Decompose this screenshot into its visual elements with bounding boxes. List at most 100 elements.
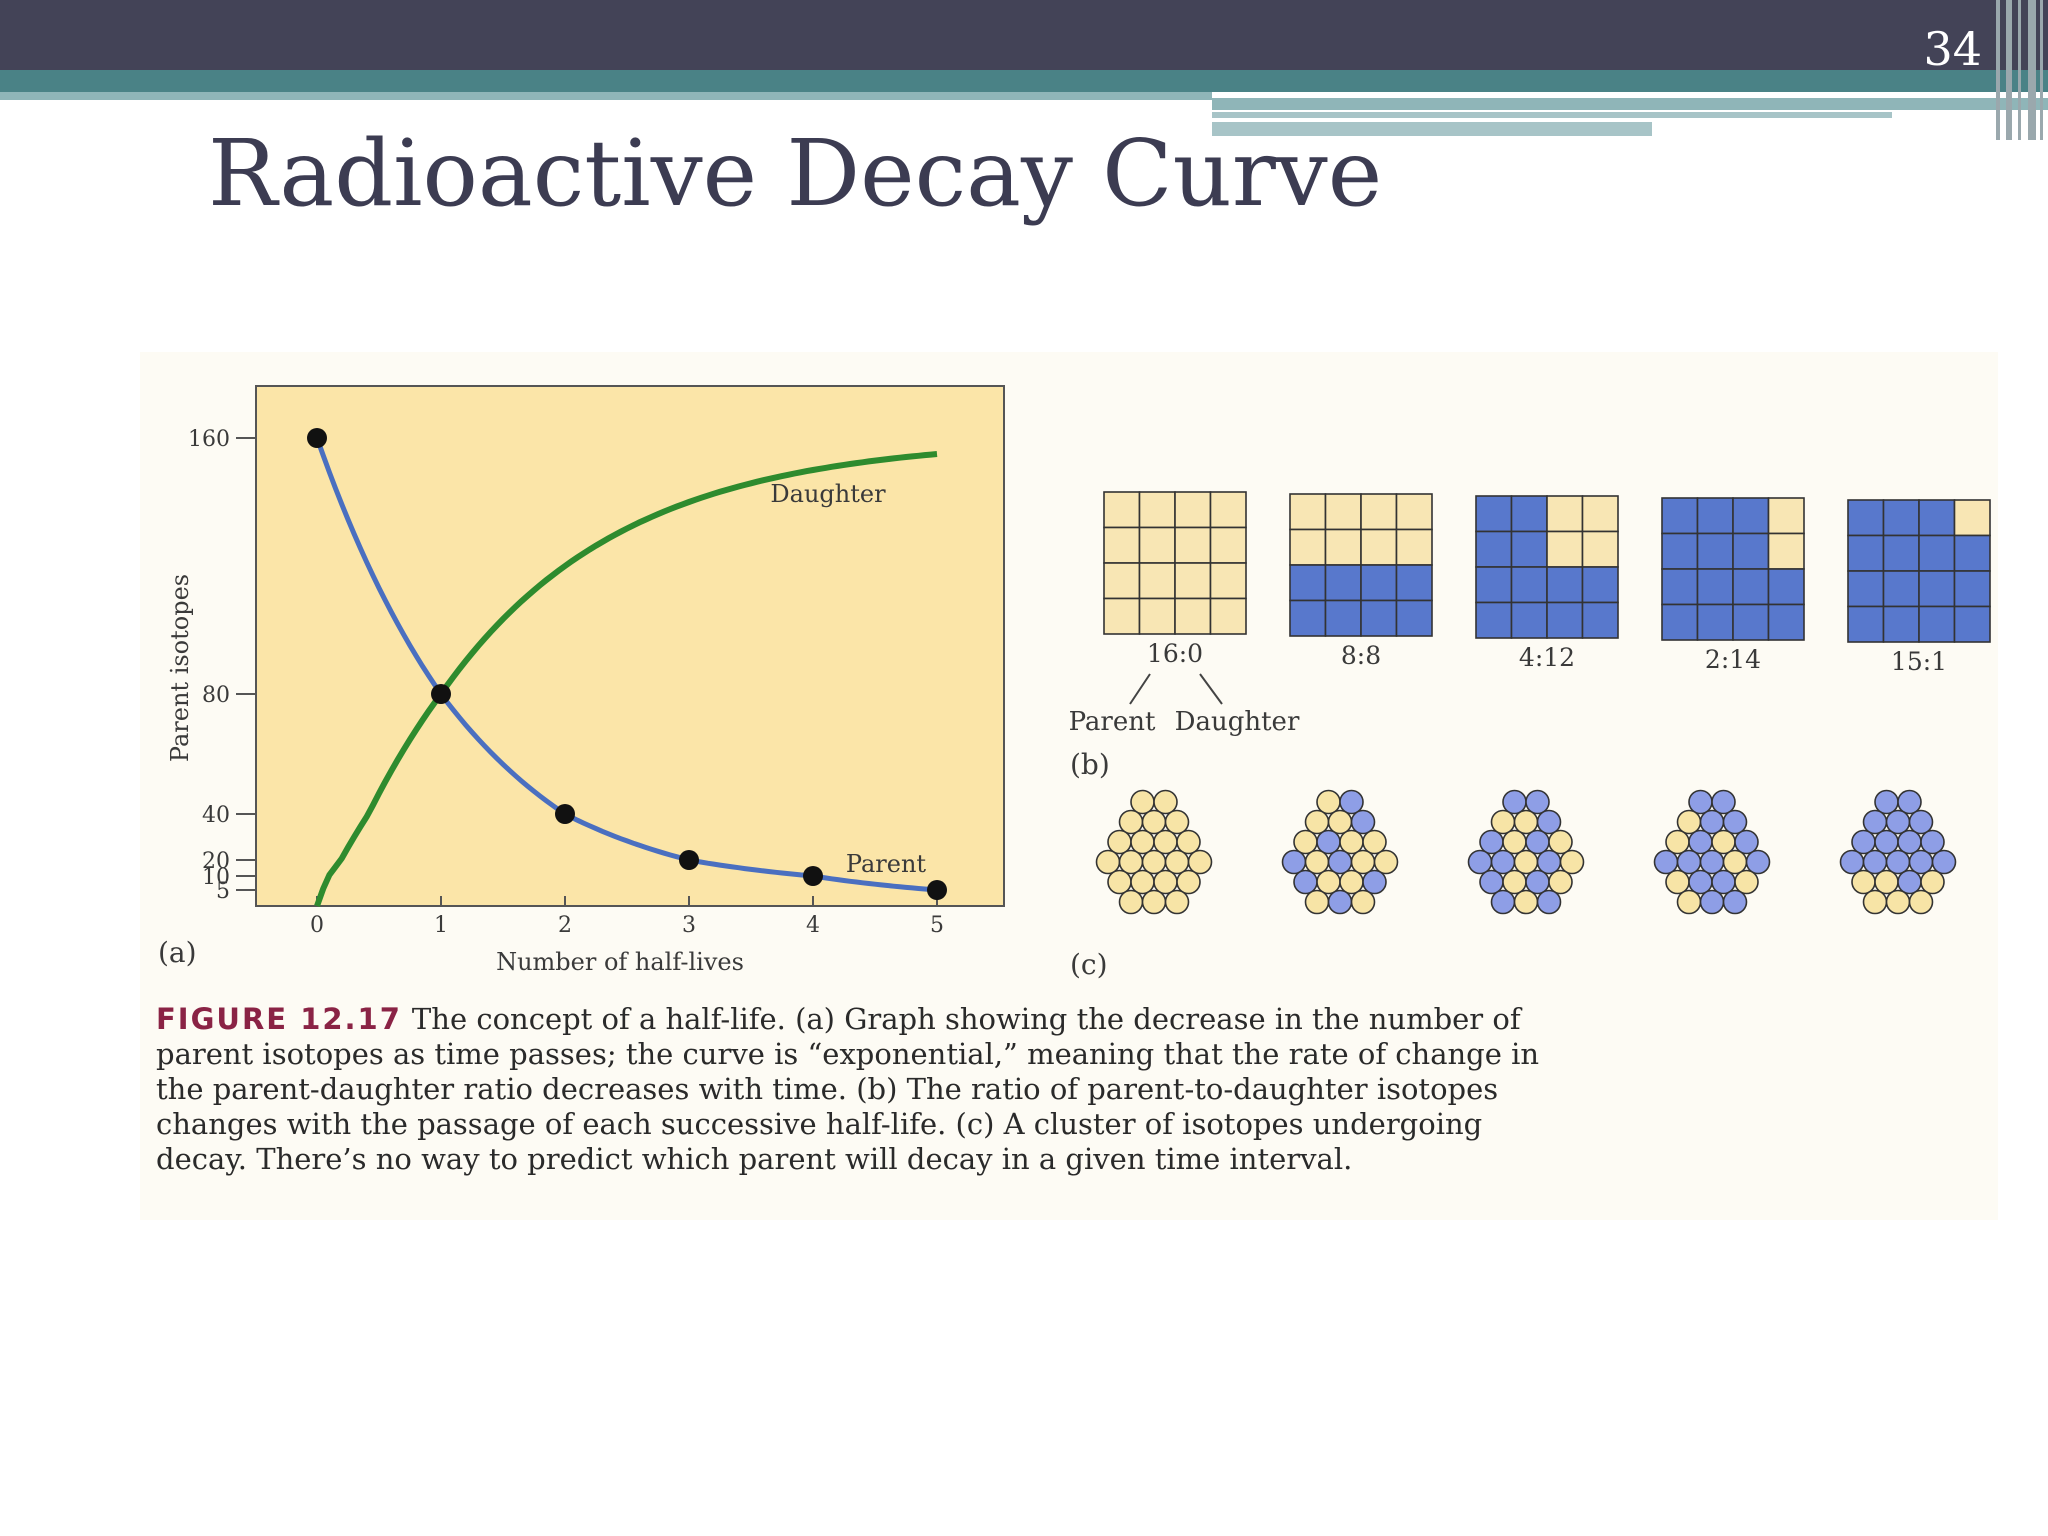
y-tick-label: 5 xyxy=(216,879,230,904)
daughter-atom xyxy=(1327,889,1353,915)
daughter-cell xyxy=(1475,495,1513,533)
daughter-atom xyxy=(1653,849,1679,875)
parent-series-label: Parent xyxy=(846,850,927,878)
daughter-cell xyxy=(1510,566,1548,604)
daughter-atom xyxy=(1699,889,1725,915)
parent-cell xyxy=(1138,562,1176,600)
parent-cell xyxy=(1289,528,1327,566)
daughter-cell xyxy=(1475,566,1513,604)
parent-cell xyxy=(1395,528,1433,566)
parent-atom xyxy=(1676,809,1702,835)
parent-atom xyxy=(1339,829,1364,855)
y-tick-label: 80 xyxy=(202,683,230,708)
daughter-cell xyxy=(1918,499,1956,537)
parent-atom xyxy=(1304,809,1330,835)
parent-atom xyxy=(1734,869,1759,895)
parent-atom xyxy=(1130,829,1155,855)
daughter-atom xyxy=(1536,849,1562,875)
daughter-legend-label: Daughter xyxy=(1175,707,1300,737)
parent-atom xyxy=(1851,869,1876,895)
slide-title: Radioactive Decay Curve xyxy=(208,120,1383,227)
daughter-cell xyxy=(1360,599,1398,637)
daughter-atom xyxy=(1874,789,1899,815)
daughter-atom xyxy=(1688,829,1713,855)
parent-atom xyxy=(1665,829,1690,855)
parent-atom xyxy=(1339,869,1364,895)
parent-cell xyxy=(1174,526,1212,564)
daughter-atom xyxy=(1874,829,1899,855)
parent-atom xyxy=(1187,849,1213,875)
x-axis-label: Number of half-lives xyxy=(496,948,744,976)
daughter-cell xyxy=(1732,568,1770,606)
daughter-atom xyxy=(1722,889,1748,915)
parent-atom xyxy=(1118,889,1144,915)
decorative-stripes xyxy=(1988,0,2048,140)
daughter-cell xyxy=(1581,601,1619,639)
isotope-cluster xyxy=(1095,789,1213,915)
daughter-atom xyxy=(1885,849,1911,875)
parent-atom xyxy=(1350,849,1376,875)
daughter-atom xyxy=(1350,809,1376,835)
parent-atom xyxy=(1548,869,1573,895)
parent-atom xyxy=(1176,869,1201,895)
daughter-atom xyxy=(1920,829,1945,855)
daughter-cell xyxy=(1767,568,1805,606)
parent-atom xyxy=(1107,869,1132,895)
parent-data-point xyxy=(431,684,451,704)
parent-cell xyxy=(1360,528,1398,566)
daughter-atom xyxy=(1908,809,1934,835)
daughter-cell xyxy=(1581,566,1619,604)
parent-cell xyxy=(1767,497,1805,535)
daughter-cell xyxy=(1918,534,1956,572)
daughter-cell xyxy=(1732,532,1770,570)
parent-data-point xyxy=(803,866,823,886)
parent-cell xyxy=(1174,597,1212,635)
daughter-atom xyxy=(1897,789,1922,815)
daughter-cell xyxy=(1953,570,1991,608)
daughter-atom xyxy=(1722,809,1748,835)
ratio-grid: 2:14 xyxy=(1661,497,1805,674)
parent-atom xyxy=(1502,829,1527,855)
parent-cell xyxy=(1324,528,1362,566)
parent-cell xyxy=(1103,597,1141,635)
daughter-atom xyxy=(1327,849,1353,875)
parent-atom xyxy=(1722,849,1748,875)
panel-b-label: (b) xyxy=(1070,748,1110,781)
daughter-cell xyxy=(1395,599,1433,637)
x-axis-ticks: 0 1 2 3 4 5 xyxy=(310,896,944,938)
daughter-atom xyxy=(1293,869,1318,895)
parent-atom xyxy=(1862,889,1888,915)
daughter-atom xyxy=(1711,789,1736,815)
daughter-cell xyxy=(1918,570,1956,608)
daughter-atom xyxy=(1479,829,1504,855)
parent-cell xyxy=(1209,526,1247,564)
parent-atom xyxy=(1362,829,1387,855)
daughter-cell xyxy=(1696,568,1734,606)
daughter-cell xyxy=(1324,599,1362,637)
daughter-cell xyxy=(1696,603,1734,641)
parent-cell xyxy=(1395,493,1433,531)
daughter-atom xyxy=(1676,849,1702,875)
accent-band-light xyxy=(0,92,1212,100)
daughter-cell xyxy=(1882,534,1920,572)
parent-atom xyxy=(1373,849,1399,875)
isotope-cluster xyxy=(1281,789,1399,915)
daughter-atom xyxy=(1688,869,1713,895)
parent-data-point xyxy=(555,804,575,824)
parent-atom xyxy=(1130,789,1155,815)
parent-atom xyxy=(1316,789,1341,815)
parent-cell xyxy=(1209,491,1247,529)
ratio-label: 4:12 xyxy=(1519,643,1575,672)
parent-data-point xyxy=(927,880,947,900)
daughter-cell xyxy=(1847,570,1885,608)
daughter-atom xyxy=(1479,869,1504,895)
daughter-cell xyxy=(1510,495,1548,533)
parent-series-line xyxy=(314,437,938,893)
daughter-cell xyxy=(1546,566,1584,604)
daughter-atom xyxy=(1862,809,1888,835)
parent-cell xyxy=(1138,597,1176,635)
parent-atom xyxy=(1164,849,1190,875)
daughter-series-label: Daughter xyxy=(770,480,886,508)
parent-atom xyxy=(1095,849,1121,875)
